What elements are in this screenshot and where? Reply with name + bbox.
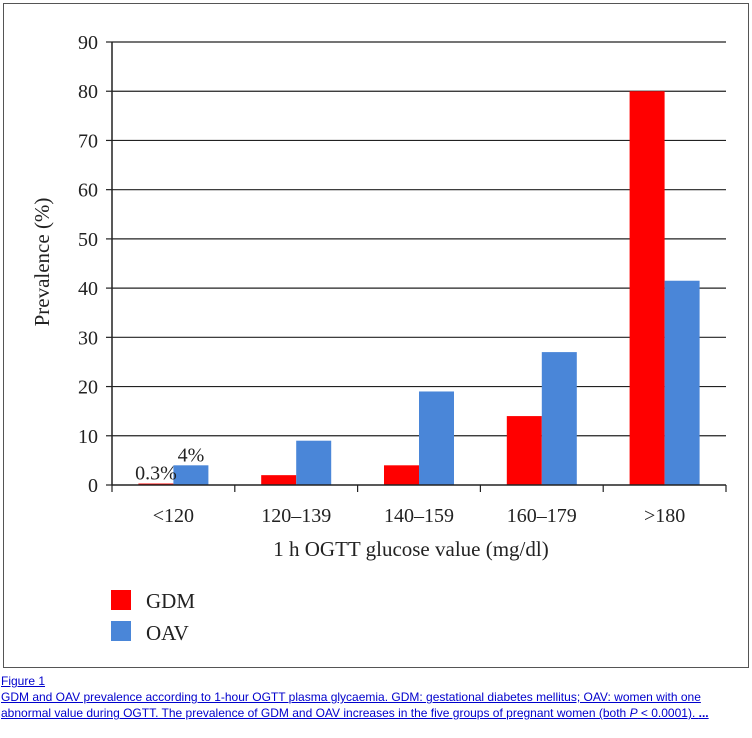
x-tick-label: <120 [153,505,194,527]
tick-labels: 0 10 20 30 40 50 60 70 80 90 <120 120–139 140–159 160… [78,32,685,527]
caption-p-symbol: P [629,706,638,720]
data-label: 4% [178,444,205,466]
y-tick-label: 40 [78,278,98,300]
x-tick-label: 160–179 [507,505,577,527]
y-tick-label: 70 [78,130,98,152]
caption-link[interactable]: GDM and OAV prevalence according to 1-ho… [1,690,701,720]
caption-more-link[interactable]: ... [698,706,709,720]
y-tick-label: 80 [78,81,98,103]
bar-oav-4 [664,280,700,485]
axes [106,41,727,492]
y-tick-label: 30 [78,327,98,349]
bar-oav-1 [296,440,332,485]
bar-gdm-3 [506,416,542,485]
bar-gdm-4 [629,91,665,485]
legend-label-gdm: GDM [146,589,195,613]
figure-frame: 0 10 20 30 40 50 60 70 80 90 <120 120–139 140–159 160… [3,3,749,668]
figure-caption: Figure 1 GDM and OAV prevalence accordin… [1,673,749,721]
bars [138,91,700,485]
legend-label-oav: OAV [146,621,189,645]
caption-text: GDM and OAV prevalence according to 1-ho… [1,690,701,720]
y-tick-label: 0 [88,475,98,497]
bar-chart: 0 10 20 30 40 50 60 70 80 90 <120 120–139 140–159 160… [30,32,727,645]
gridlines [112,41,726,437]
x-axis-title: 1 h OGTT glucose value (mg/dl) [273,537,548,561]
data-label: 0.3% [135,463,177,485]
bar-oav-3 [541,352,577,485]
y-tick-label: 10 [78,426,98,448]
x-tick-label: >180 [644,505,685,527]
y-tick-label: 20 [78,377,98,399]
y-tick-label: 60 [78,180,98,202]
y-axis-title: Prevalence (%) [30,198,54,327]
y-tick-label: 50 [78,229,98,251]
bar-oav-0 [173,465,209,485]
legend-swatch-oav [111,621,131,641]
bar-gdm-1 [261,475,297,485]
legend-swatch-gdm [111,590,131,610]
bar-oav-2 [419,391,454,485]
legend: GDM OAV [111,589,195,645]
x-tick-label: 140–159 [384,505,454,527]
caption-text-end: < 0.0001). [637,706,699,720]
figure-link[interactable]: Figure 1 [1,674,46,688]
y-tick-label: 90 [78,32,98,54]
bar-gdm-2 [384,465,419,485]
x-tick-label: 120–139 [261,505,331,527]
